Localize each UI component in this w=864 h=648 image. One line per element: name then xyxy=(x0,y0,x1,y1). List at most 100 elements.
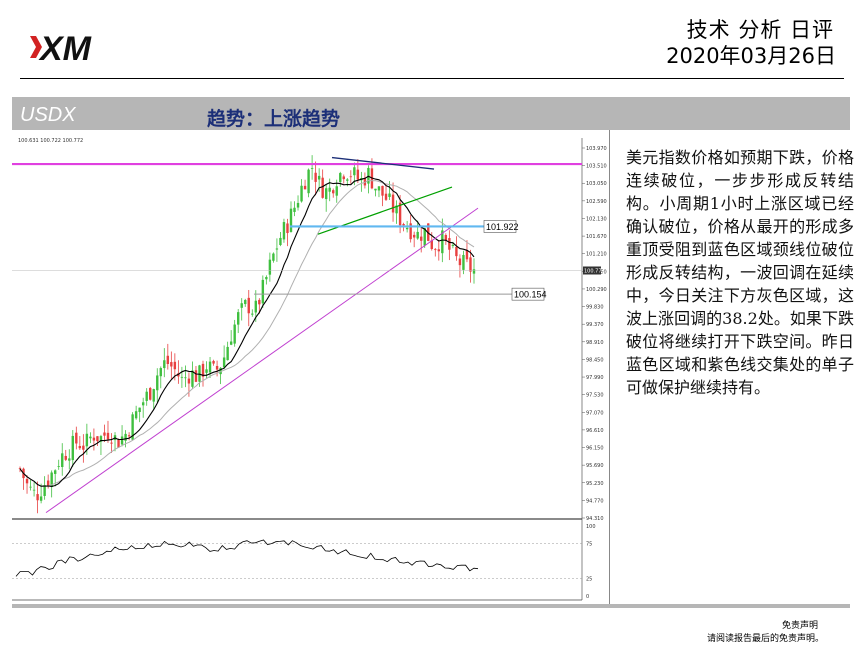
candle-body xyxy=(240,303,243,308)
candle-body xyxy=(462,254,465,270)
candle-body xyxy=(106,432,110,440)
candle-body xyxy=(402,223,405,226)
candle-body xyxy=(212,360,215,364)
candle-body xyxy=(282,222,286,240)
candle-body xyxy=(85,433,89,447)
report-title: 技术 分析 日评 xyxy=(686,18,834,42)
candle-body xyxy=(43,485,46,496)
y-tick-label: 103.510 xyxy=(586,164,607,170)
candle-body xyxy=(149,388,152,400)
symbol-label: USDX xyxy=(20,104,76,126)
candle-body xyxy=(237,312,240,325)
candle-body xyxy=(303,185,307,190)
candle-body xyxy=(458,258,462,266)
ascending-trendline xyxy=(45,207,479,514)
candle-body xyxy=(268,259,272,275)
candle-body xyxy=(39,496,43,501)
candle-body xyxy=(265,276,268,280)
candle-body xyxy=(321,177,324,198)
y-tick-label: 97.990 xyxy=(586,375,604,381)
candle-body xyxy=(254,300,257,313)
candle-body xyxy=(166,355,170,365)
current-price-tag xyxy=(583,266,601,275)
candle-body xyxy=(184,377,187,379)
candle-body xyxy=(339,173,342,183)
candle-body xyxy=(455,246,458,257)
candle-body xyxy=(163,360,166,369)
candle-body xyxy=(36,494,39,501)
candle-body xyxy=(187,378,191,384)
current-price-label: 100.772 xyxy=(584,268,605,274)
candle-body xyxy=(437,249,441,252)
candle-body xyxy=(131,414,134,440)
candle-body xyxy=(441,230,444,254)
y-tick-label: 102.590 xyxy=(586,199,607,205)
level-label: 101.922 xyxy=(486,222,519,232)
candle-body xyxy=(141,402,145,406)
candle-body xyxy=(215,365,219,370)
osc-tick-label: 0 xyxy=(586,594,589,600)
level-label: 100.154 xyxy=(514,290,547,300)
candle-body xyxy=(416,231,419,239)
candle-body xyxy=(349,176,353,178)
candle-body xyxy=(134,411,138,419)
candle-body xyxy=(117,439,120,448)
candle-body xyxy=(53,470,57,474)
candle-body xyxy=(75,432,78,444)
candle-body xyxy=(465,250,469,260)
candle-body xyxy=(275,248,279,250)
xm-logo: XM xyxy=(30,30,92,68)
candle-body xyxy=(226,346,229,361)
candle-body xyxy=(222,357,226,368)
candle-body xyxy=(244,300,247,305)
header-divider xyxy=(20,78,844,79)
candle-body xyxy=(374,188,377,191)
y-tick-label: 101.670 xyxy=(586,234,607,240)
candle-body xyxy=(29,486,32,488)
candle-body xyxy=(384,193,388,200)
y-tick-label: 99.830 xyxy=(586,305,604,311)
candle-body xyxy=(103,432,106,436)
logo-text: XM xyxy=(38,30,92,68)
candle-body xyxy=(61,453,64,467)
y-tick-label: 102.130 xyxy=(586,216,607,222)
level-label-box xyxy=(511,287,545,301)
candle-body xyxy=(251,313,254,315)
candle-body xyxy=(208,361,212,373)
candle-body xyxy=(25,478,29,484)
candle-body xyxy=(300,185,303,202)
candle-body xyxy=(342,176,345,180)
candle-body xyxy=(99,436,103,442)
y-tick-label: 97.530 xyxy=(586,393,604,399)
candle-body xyxy=(124,433,127,441)
candle-body xyxy=(448,238,451,250)
candle-body xyxy=(191,370,194,387)
candle-body xyxy=(152,389,155,402)
candle-body xyxy=(430,240,433,249)
candle-body xyxy=(377,186,381,191)
y-tick-label: 95.230 xyxy=(586,481,604,487)
candle-body xyxy=(32,489,36,491)
candle-body xyxy=(335,186,338,196)
candle-body xyxy=(110,442,113,444)
candle-body xyxy=(353,167,356,176)
analysis-commentary: 美元指数价格如预期下跌，价格连续破位，一步步形成反转结构。小周期1小时上涨区域已… xyxy=(626,148,854,397)
y-tick-label: 99.370 xyxy=(586,322,604,328)
candle-body xyxy=(145,391,148,401)
candle-body xyxy=(18,468,22,469)
candle-body xyxy=(472,269,476,274)
candle-body xyxy=(398,202,402,226)
symbol-band xyxy=(12,97,850,130)
osc-tick-label: 75 xyxy=(586,542,592,548)
candle-body xyxy=(328,187,331,192)
candle-body xyxy=(194,370,198,382)
candle-body xyxy=(205,369,208,373)
candle-body xyxy=(444,235,448,241)
candle-body xyxy=(451,244,455,246)
candle-body xyxy=(50,472,53,488)
candle-body xyxy=(120,436,124,445)
candle-body xyxy=(272,253,275,261)
candle-body xyxy=(427,223,430,241)
y-tick-label: 96.150 xyxy=(586,446,604,452)
candle-body xyxy=(82,445,85,450)
